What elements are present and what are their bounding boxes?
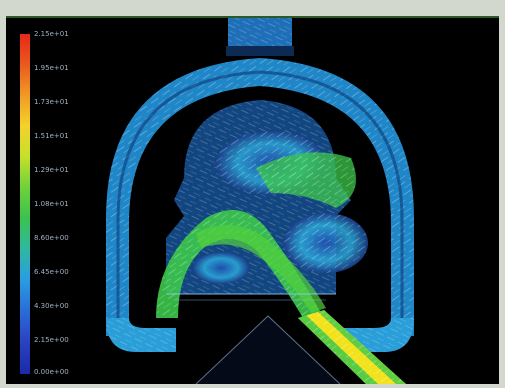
- legend-label: 6.45e+00: [34, 268, 69, 276]
- legend-label: 1.29e+01: [34, 166, 69, 174]
- legend-label: 4.30e+00: [34, 302, 69, 310]
- bottom-deflector: [196, 316, 340, 384]
- green-lower-band: [196, 225, 326, 313]
- legend-label: 8.60e+00: [34, 234, 69, 242]
- velocity-legend: 2.15e+01 1.95e+01 1.73e+01 1.51e+01 1.29…: [14, 30, 74, 380]
- legend-color-bar: [20, 34, 30, 374]
- legend-label: 0.00e+00: [34, 368, 69, 376]
- legend-label: 1.08e+01: [34, 200, 69, 208]
- flow-field-graphic: [106, 18, 414, 384]
- left-vortex: [193, 252, 249, 284]
- legend-label: 1.95e+01: [34, 64, 69, 72]
- legend-label: 1.51e+01: [34, 132, 69, 140]
- flow-visualization: 2.15e+01 1.95e+01 1.73e+01 1.51e+01 1.29…: [6, 16, 499, 384]
- legend-label: 1.73e+01: [34, 98, 69, 106]
- legend-label: 2.15e+00: [34, 336, 69, 344]
- legend-label: 2.15e+01: [34, 30, 69, 38]
